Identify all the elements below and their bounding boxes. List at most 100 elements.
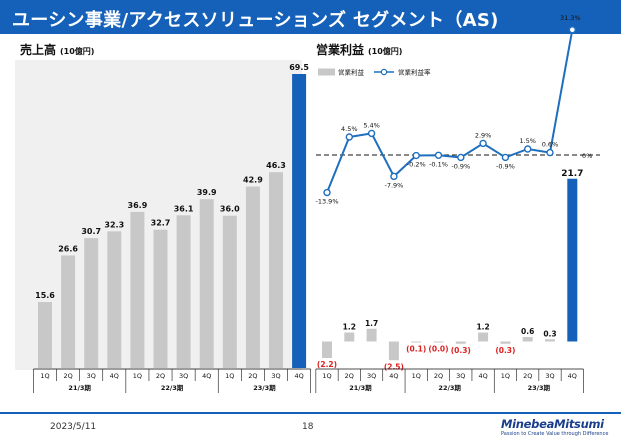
profit-value-label-12: 21.7 [561, 169, 583, 179]
sales-category-label-1: 1Q [40, 372, 49, 380]
profit-bar-8 [478, 332, 489, 342]
margin-line [326, 29, 574, 193]
margin-point-6 [434, 151, 443, 159]
margin-value-label-9: -0.9% [496, 162, 515, 170]
margin-value-label-4: -7.9% [384, 181, 403, 189]
profit-bar-1 [322, 341, 332, 358]
sales-bar-9 [222, 215, 237, 368]
sales-value-label-2: 26.6 [58, 244, 78, 253]
margin-value-label-12: 31.3% [560, 14, 581, 22]
sales-category-label-2: 2Q [63, 372, 72, 380]
page-title: ユーシン事業/アクセスソリューションズ セグメント（AS) [12, 10, 499, 31]
sales-group-label-2: 22/3期 [161, 383, 184, 392]
margin-point-5 [412, 151, 420, 160]
margin-point-8 [479, 139, 487, 148]
profit-category-label-8: 4Q [478, 372, 487, 380]
profit-category-label-11: 3Q [545, 372, 554, 380]
profit-bar-10 [522, 337, 533, 342]
sales-value-label-9: 36.0 [220, 205, 240, 214]
profit-bar-7 [455, 341, 466, 344]
margin-point-7 [457, 153, 465, 162]
legend-bar-label: 営業利益 [338, 68, 365, 77]
footer-date: 2023/5/11 [50, 422, 97, 432]
sales-value-label-12: 69.5 [289, 63, 309, 72]
sales-value-label-1: 15.6 [35, 291, 55, 300]
profit-value-label-10: 0.6 [521, 327, 534, 336]
logo-tagline: Passion to Create Value through Differen… [501, 431, 609, 437]
profit-value-label-2: 1.2 [343, 323, 356, 332]
profit-bar-4 [388, 341, 399, 361]
margin-value-label-6: -0.1% [429, 160, 448, 168]
margin-value-label-10: 1.5% [519, 137, 536, 145]
sales-bar-5 [130, 211, 145, 368]
sales-category-label-5: 1Q [133, 372, 142, 380]
sales-value-label-10: 42.9 [243, 176, 263, 185]
margin-value-label-7: -0.9% [451, 162, 470, 170]
sales-bar-1 [38, 302, 52, 368]
sales-bar-11 [269, 172, 283, 368]
sales-bar-4 [107, 231, 122, 368]
sales-unit-label: (10億円) [60, 47, 95, 56]
profit-value-label-5: (0.1) [406, 345, 426, 354]
sales-value-label-11: 46.3 [266, 161, 286, 170]
profit-bar-2 [344, 332, 355, 342]
margin-value-label-3: 5.4% [363, 121, 380, 129]
sales-bar-10 [245, 186, 260, 368]
margin-point-4 [390, 172, 398, 181]
profit-group-label-3: 23/3期 [528, 383, 551, 392]
profit-value-label-7: (0.3) [451, 346, 471, 355]
sales-category-label-12: 4Q [294, 372, 303, 380]
sales-category-label-8: 4Q [202, 372, 211, 380]
profit-value-label-1: (2.2) [317, 360, 337, 369]
profit-bar-9 [500, 341, 511, 344]
sales-group-label-1: 21/3期 [68, 383, 91, 392]
profit-bar-5 [411, 341, 422, 343]
profit-bar-12 [567, 178, 578, 342]
sales-category-label-6: 2Q [156, 372, 165, 380]
profit-chart-title: 営業利益 (10億円) [316, 41, 402, 58]
legend-bar-swatch [318, 68, 335, 76]
sales-bar-12 [292, 74, 307, 368]
profit-category-label-3: 3Q [367, 372, 376, 380]
sales-value-label-4: 32.3 [104, 220, 124, 229]
profit-group-label-1: 21/3期 [349, 383, 372, 392]
margin-point-3 [367, 129, 376, 138]
sales-group-label-3: 23/3期 [253, 383, 276, 392]
profit-value-label-8: 1.2 [476, 323, 489, 332]
profit-value-label-3: 1.7 [365, 319, 378, 328]
sales-bar-8 [199, 199, 214, 368]
sales-chart-title: 売上高 (10億円) [20, 41, 94, 58]
margin-value-label-1: -13.9% [316, 198, 339, 206]
profit-value-label-4: (2.5) [384, 362, 404, 371]
profit-category-label-4: 4Q [389, 372, 398, 380]
sales-bar-7 [176, 215, 191, 368]
header-bar: ユーシン事業/アクセスソリューションズ セグメント（AS) [0, 0, 621, 34]
profit-bar-11 [545, 339, 555, 342]
sales-category-label-9: 1Q [225, 372, 234, 380]
sales-value-label-5: 36.9 [128, 201, 148, 210]
sales-bar-2 [61, 255, 76, 368]
sales-category-label-7: 3Q [179, 372, 188, 380]
profit-group-label-2: 22/3期 [438, 383, 461, 392]
profit-value-label-6: (0.0) [428, 345, 448, 354]
margin-point-11 [546, 148, 554, 157]
sales-category-label-3: 3Q [87, 372, 96, 380]
profit-category-label-6: 2Q [434, 372, 443, 380]
sales-bar-6 [153, 229, 168, 368]
sales-category-label-4: 4Q [110, 372, 119, 380]
margin-point-1 [323, 188, 331, 197]
profit-unit-label: (10億円) [368, 47, 403, 56]
page-number: 18 [302, 422, 314, 432]
profit-value-label-9: (0.3) [495, 346, 515, 355]
profit-category-label-5: 1Q [412, 372, 421, 380]
profit-category-label-12: 4Q [568, 372, 577, 380]
sales-title-text: 売上高 [20, 43, 57, 57]
profit-bar-3 [366, 328, 377, 342]
zero-percent-label: 0% [582, 152, 592, 160]
margin-value-label-11: 0.6% [542, 141, 559, 149]
company-logo: MinebeaMitsumi Passion to Create Value t… [501, 417, 609, 437]
margin-value-label-8: 2.9% [475, 131, 492, 139]
sales-category-label-10: 2Q [248, 372, 257, 380]
sales-value-label-7: 36.1 [174, 204, 194, 213]
